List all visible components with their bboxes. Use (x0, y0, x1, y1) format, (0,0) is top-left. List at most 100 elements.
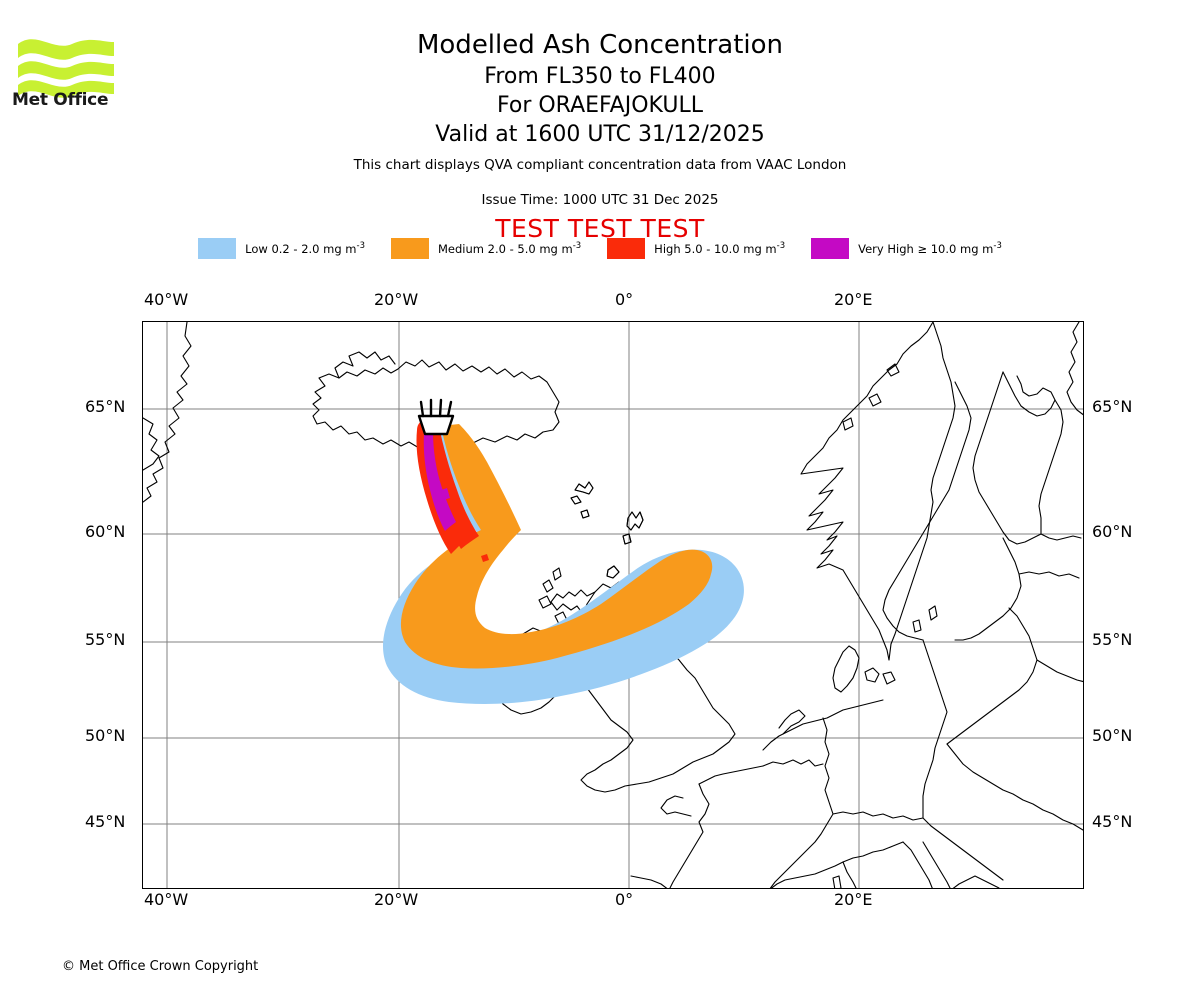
coast-scotland-west (550, 589, 596, 615)
lon-label-bottom-20e: 20°E (834, 890, 873, 909)
map-frame (142, 321, 1084, 889)
border-baltic-states-2 (1018, 571, 1080, 579)
coast-norway (800, 322, 934, 661)
lat-label-right-55n: 55°N (1092, 630, 1133, 649)
coast-denmark-isles-2 (882, 671, 896, 685)
coast-iceland-nw-fjords (334, 351, 396, 379)
lat-label-left-45n: 45°N (85, 812, 126, 831)
issue-time: Issue Time: 1000 UTC 31 Dec 2025 (481, 192, 719, 208)
page-title: Modelled Ash Concentration (416, 30, 784, 60)
coast-shetland-overlay (626, 511, 644, 531)
legend-label-high: High 5.0 - 10.0 mg m-3 (654, 241, 785, 256)
plume-high-speck (481, 554, 489, 562)
flight-level-subtitle: From FL350 to FL400 (484, 64, 716, 89)
lat-label-left-60n: 60°N (85, 522, 126, 541)
coast-greenland (143, 322, 192, 503)
coast-finland (1002, 371, 1056, 417)
concentration-legend: Low 0.2 - 2.0 mg m-3 Medium 2.0 - 5.0 mg… (0, 238, 1200, 259)
logo-waves-icon (18, 39, 114, 98)
plume-very-high-area (423, 432, 456, 531)
lat-label-right-50n: 50°N (1092, 726, 1133, 745)
legend-text-high: High 5.0 - 10.0 mg m (654, 241, 777, 256)
coast-shetland-overlay-2 (622, 533, 632, 545)
ash-plume (383, 420, 744, 704)
coast-norway-isle-3 (842, 417, 854, 431)
border-finland-russia (1038, 399, 1064, 535)
volcano-plume-tick-4 (446, 400, 453, 418)
legend-item-very-high: Very High ≥ 10.0 mg m-3 (811, 238, 1002, 259)
test-banner: TEST TEST TEST (495, 214, 705, 243)
coast-orkney-overlay (606, 565, 620, 579)
lon-label-bottom-40w: 40°W (144, 890, 189, 909)
coast-faroes-overlay-3 (580, 509, 590, 519)
volcano-symbol-icon (417, 398, 455, 436)
legend-item-high: High 5.0 - 10.0 mg m-3 (607, 238, 785, 259)
lon-label-top-20w: 20°W (374, 290, 419, 309)
coastlines-overlay (570, 481, 644, 579)
volcano-plume-tick-1 (419, 400, 425, 418)
legend-swatch-low (198, 238, 237, 259)
plume-very-high-dot (441, 488, 450, 500)
volcano-subtitle: For ORAEFAJOKULL (497, 93, 703, 118)
lat-label-left-55n: 55°N (85, 630, 126, 649)
coast-corsica (832, 875, 842, 888)
lon-label-top-20e: 20°E (834, 290, 873, 309)
lat-label-right-45n: 45°N (1092, 812, 1133, 831)
lat-label-right-60n: 60°N (1092, 522, 1133, 541)
legend-text-low: Low 0.2 - 2.0 mg m (245, 241, 357, 256)
border-ukraine (1036, 659, 1083, 683)
coast-italy-north (842, 841, 904, 863)
legend-item-medium: Medium 2.0 - 5.0 mg m-3 (390, 238, 582, 259)
lon-label-bottom-20w: 20°W (374, 890, 419, 909)
border-hungary-romania (922, 817, 1004, 881)
legend-text-medium: Medium 2.0 - 5.0 mg m (437, 241, 573, 256)
coast-gotland (928, 605, 938, 621)
legend-text-very-high: Very High ≥ 10.0 mg m (858, 241, 994, 256)
coast-finland-west (972, 371, 1042, 545)
plume-high-area (427, 422, 479, 549)
met-office-logo (10, 22, 130, 112)
legend-swatch-high (607, 238, 646, 259)
coast-adriatic (902, 841, 933, 888)
lat-label-left-65n: 65°N (85, 397, 126, 416)
coast-balkans (952, 875, 1000, 888)
qva-note: This chart displays QVA compliant concen… (353, 157, 847, 173)
coast-hebrides-3 (538, 595, 552, 609)
border-belgium-nl (762, 759, 824, 767)
legend-label-very-high: Very High ≥ 10.0 mg m-3 (858, 240, 1002, 256)
legend-swatch-very-high (811, 238, 850, 259)
map-canvas (143, 322, 1083, 888)
border-france-east (769, 813, 834, 888)
coast-lofoten (886, 363, 900, 377)
lon-label-top-40w: 40°W (144, 290, 189, 309)
coast-adriatic-east (922, 841, 951, 888)
coast-norway-isle-2 (868, 393, 882, 407)
coast-med-south-france (770, 861, 844, 888)
coast-kola-right (1066, 322, 1083, 416)
lon-label-bottom-0: 0° (615, 890, 634, 909)
legend-exponent-medium: -3 (572, 240, 582, 251)
border-central-europe (832, 811, 924, 821)
legend-label-low: Low 0.2 - 2.0 mg m-3 (245, 241, 365, 256)
coast-sweden-east (882, 381, 972, 641)
coast-netherlands (778, 709, 806, 735)
coast-faroes-overlay (574, 481, 594, 495)
legend-exponent-very-high: -3 (993, 240, 1002, 251)
volcano-body (417, 414, 455, 436)
coast-faroes-overlay-2 (570, 495, 582, 505)
coast-denmark (832, 645, 860, 693)
legend-swatch-medium (390, 238, 429, 259)
border-ukraine-south (946, 743, 1083, 831)
border-germany-west (822, 717, 834, 815)
coast-hebrides-2 (542, 579, 554, 593)
title-block: Modelled Ash Concentration From FL350 to… (0, 28, 1200, 149)
coast-france-north (698, 765, 764, 785)
ash-concentration-map[interactable] (142, 321, 1084, 889)
border-norway-sweden (888, 322, 956, 661)
lat-label-right-65n: 65°N (1092, 397, 1133, 416)
coast-labrador (143, 417, 160, 471)
coast-oland (912, 619, 922, 633)
coast-hebrides-1 (552, 567, 562, 581)
legend-label-medium: Medium 2.0 - 5.0 mg m-3 (437, 240, 582, 256)
volcano-plume-tick-3 (438, 398, 443, 418)
